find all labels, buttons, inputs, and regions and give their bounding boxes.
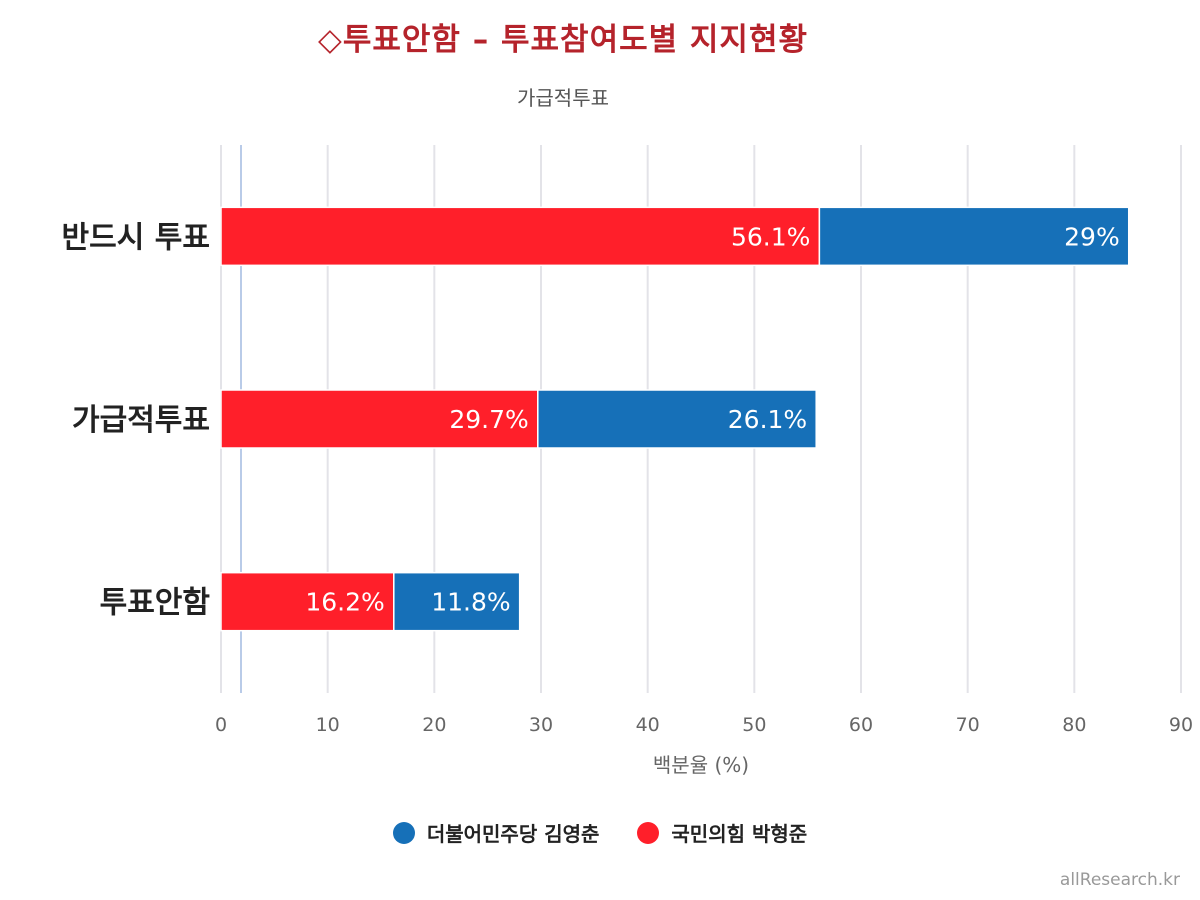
data-label: 26.1% bbox=[728, 405, 807, 434]
bar-ppp[interactable] bbox=[220, 389, 539, 449]
category-label: 투표안함 bbox=[100, 586, 211, 621]
legend-label: 국민의힘 박형준 bbox=[671, 822, 808, 846]
legend-label: 더불어민주당 김영춘 bbox=[426, 822, 600, 846]
legend-item-ppp[interactable]: 국민의힘 박형준 bbox=[637, 818, 807, 847]
x-axis-label: 백분율 (%) bbox=[653, 753, 749, 777]
x-tick-label: 0 bbox=[215, 714, 227, 736]
category-label: 가급적투표 bbox=[72, 403, 210, 438]
data-label: 16.2% bbox=[305, 588, 384, 617]
x-tick-labels: 0 10 20 30 40 50 60 70 80 90 bbox=[215, 714, 1193, 736]
legend-dot-icon bbox=[392, 821, 415, 844]
data-labels: 56.1% 29% 29.7% 26.1% 16.2% 11.8% bbox=[305, 222, 1119, 616]
legend-item-democratic[interactable]: 더불어민주당 김영춘 bbox=[392, 818, 600, 847]
chart-subtitle: 가급적투표 bbox=[517, 86, 609, 110]
x-tick-label: 60 bbox=[849, 714, 873, 736]
x-tick-label: 50 bbox=[742, 714, 766, 736]
x-tick-label: 90 bbox=[1169, 714, 1193, 736]
data-label: 56.1% bbox=[731, 222, 810, 251]
x-tick-label: 30 bbox=[529, 714, 553, 736]
x-tick-label: 20 bbox=[422, 714, 446, 736]
bar-democratic[interactable] bbox=[393, 571, 521, 632]
bar-democratic[interactable] bbox=[818, 206, 1130, 267]
x-tick-label: 70 bbox=[956, 714, 980, 736]
bar-ppp[interactable] bbox=[220, 206, 821, 267]
data-label: 29% bbox=[1064, 222, 1120, 251]
data-label: 11.8% bbox=[431, 588, 510, 617]
legend-dot-icon bbox=[637, 821, 660, 844]
legend: 더불어민주당 김영춘 국민의힘 박형준 bbox=[0, 818, 1200, 847]
data-label: 29.7% bbox=[449, 405, 528, 434]
bar-democratic[interactable] bbox=[537, 389, 817, 449]
category-label: 반드시 투표 bbox=[62, 220, 210, 255]
credit-text: allResearch.kr bbox=[1059, 870, 1180, 890]
x-tick-label: 40 bbox=[636, 714, 660, 736]
chart-title: ◇투표안함 – 투표참여도별 지지현황 bbox=[318, 22, 808, 58]
x-tick-label: 10 bbox=[316, 714, 340, 736]
x-tick-label: 80 bbox=[1062, 714, 1086, 736]
bars bbox=[220, 206, 1130, 632]
